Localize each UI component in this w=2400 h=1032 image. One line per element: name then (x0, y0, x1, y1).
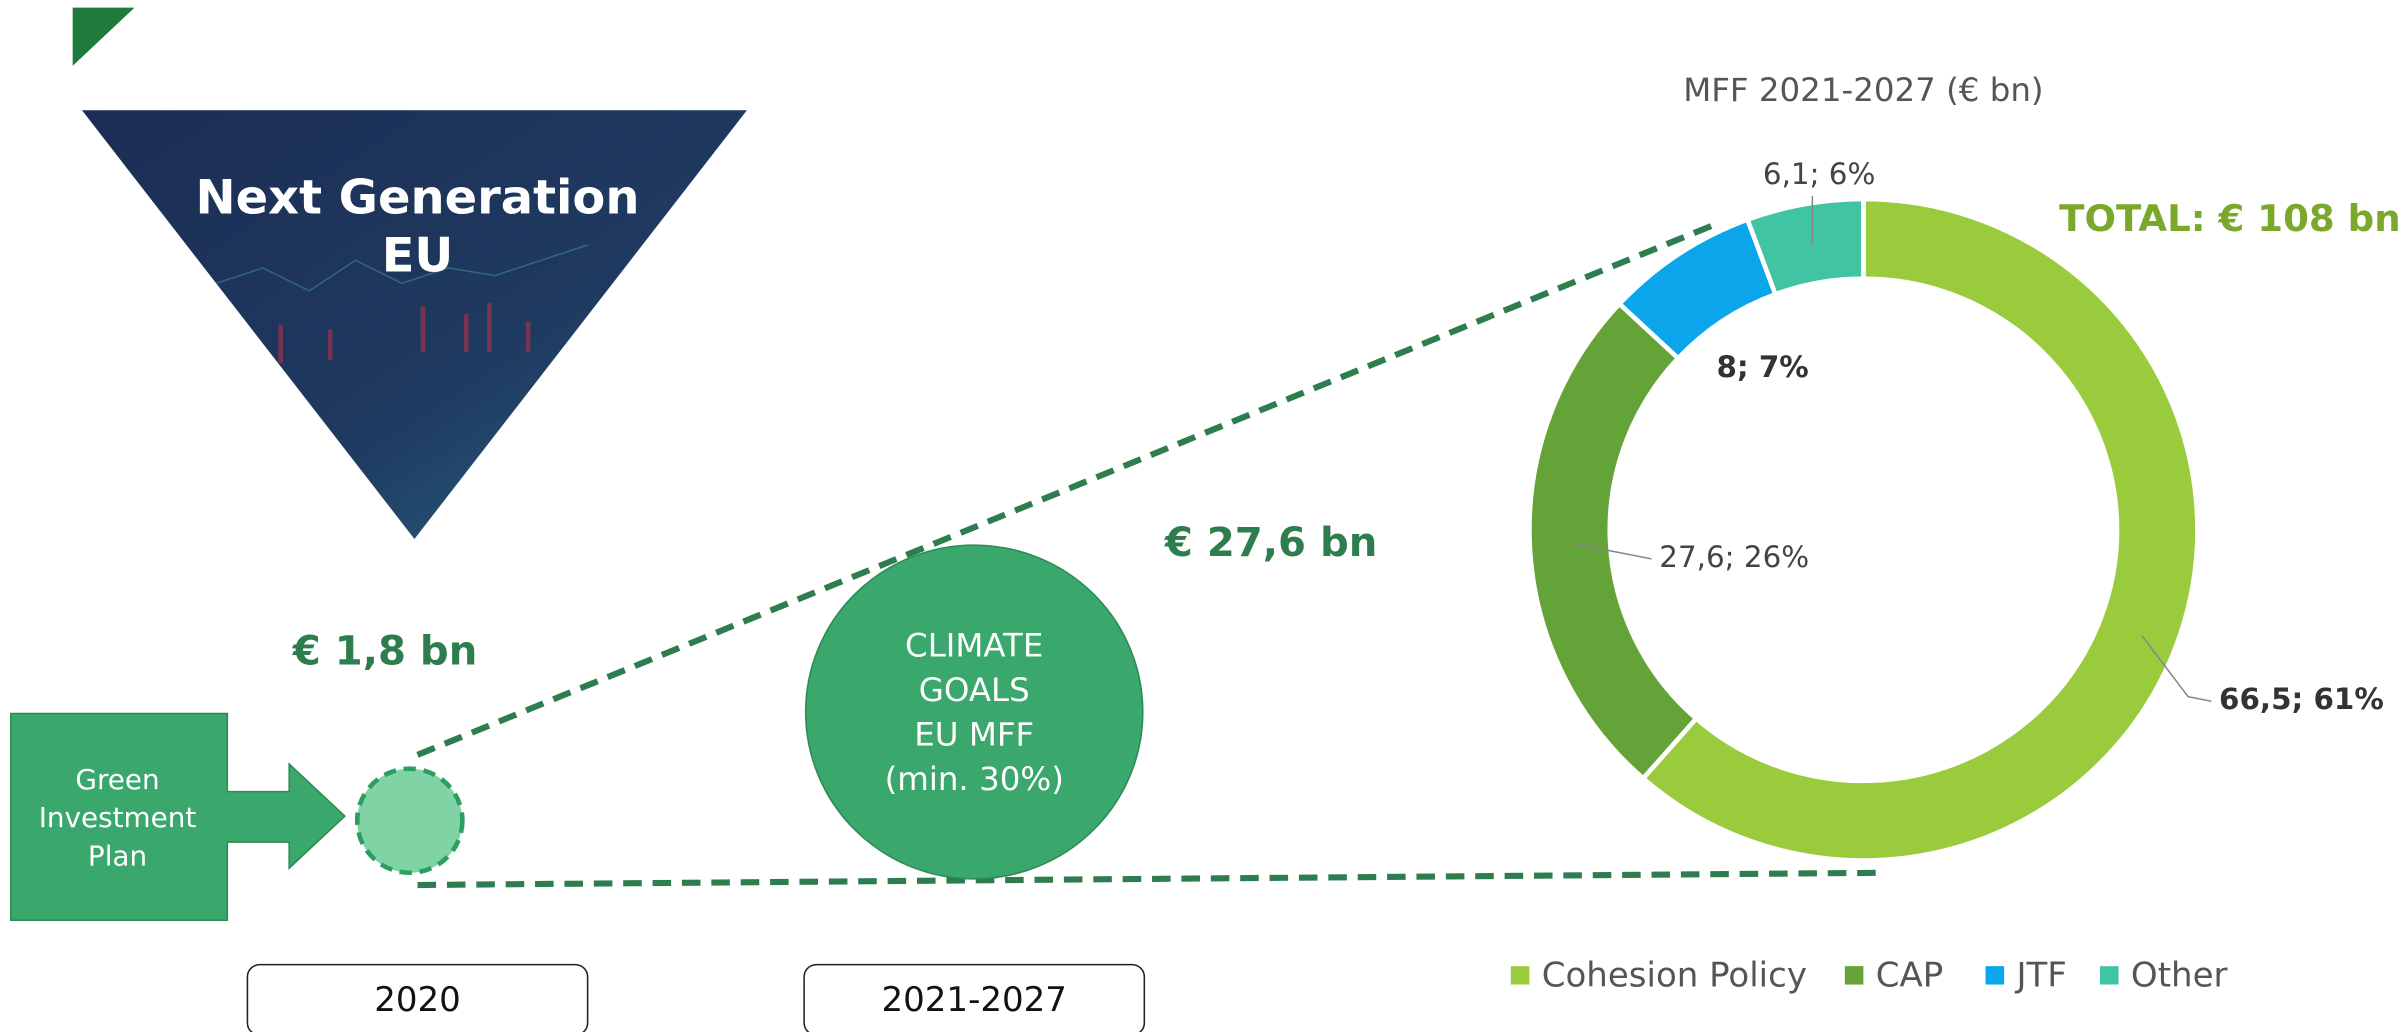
total-annotation: TOTAL: € 108 bn (2059, 197, 2400, 240)
period-label: 2021-2027 (882, 980, 1067, 1019)
decor-line (216, 244, 588, 292)
arrow-text: Green (75, 763, 159, 796)
chart-title: MFF 2021-2027 (€ bn) (1683, 71, 2043, 109)
donut-segment (1639, 196, 2200, 863)
circle-text: EU MFF (914, 716, 1034, 754)
legend-label: Other (2131, 955, 2228, 994)
value-label: 6,1; 6% (1763, 157, 1876, 191)
arrow-text: Investment (39, 801, 197, 834)
period-box (803, 963, 1146, 1032)
banner-triangle (81, 110, 747, 539)
decor-bars (278, 303, 531, 363)
arrow-shape (10, 712, 346, 921)
banner-title: EU (382, 229, 454, 284)
circle-text: GOALS (919, 671, 1030, 709)
legend-swatch (2100, 966, 2119, 985)
small-circle (354, 766, 465, 876)
period-label: 2020 (374, 980, 461, 1019)
value-label: 27,6; 26% (1659, 540, 1809, 574)
large-amount: € 27,6 bn (1164, 520, 1378, 566)
circle-text: (min. 30%) (885, 760, 1064, 798)
legend-label: CAP (1876, 955, 1944, 994)
legend-swatch (1844, 966, 1864, 985)
circle-text: CLIMATE (905, 627, 1043, 665)
corner-mark (72, 7, 135, 66)
small-amount: € 1,8 bn (292, 629, 478, 675)
period-box (246, 963, 589, 1032)
donut-segment (1527, 300, 1700, 782)
value-label: 66,5; 61% (2219, 682, 2384, 716)
legend-swatch (1985, 966, 2005, 985)
arrow-text: Plan (88, 840, 147, 873)
legend-label: Cohesion Policy (1542, 955, 1807, 994)
value-label: 8; 7% (1716, 350, 1808, 384)
donut (1527, 196, 2200, 863)
legend-label: JTF (2014, 955, 2066, 994)
legend-swatch (1510, 966, 1530, 985)
legend: Cohesion Policy CAP JTF Other (1510, 955, 2228, 994)
zoom-line (417, 869, 1887, 889)
banner-title: Next Generation (196, 171, 640, 226)
climate-circle (804, 544, 1144, 880)
donut-segment (1744, 196, 1866, 298)
leader-lines (1572, 195, 2212, 703)
